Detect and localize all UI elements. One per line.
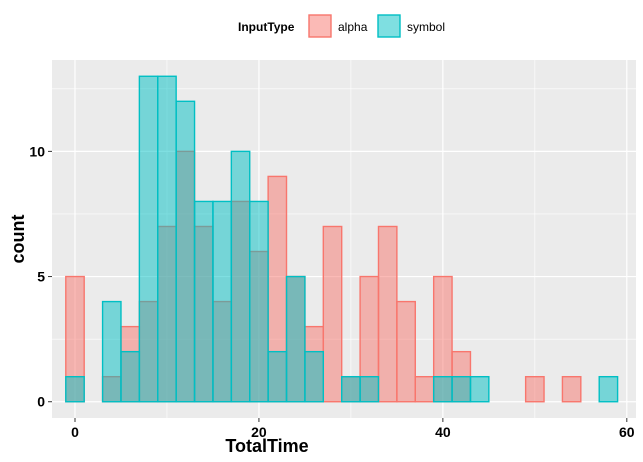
bar-alpha: [561, 375, 582, 403]
bar-symbol: [65, 375, 85, 403]
bar-symbol: [285, 275, 306, 403]
legend-key-alpha: [308, 14, 332, 38]
y-tick-label: 0: [37, 394, 45, 410]
bar-alpha: [377, 225, 398, 403]
histogram-bars: [65, 75, 619, 403]
x-tick-label: 60: [619, 424, 635, 440]
bar-symbol: [120, 350, 141, 403]
bar-symbol: [249, 200, 269, 403]
bar-symbol: [230, 150, 251, 403]
bar-symbol: [304, 350, 325, 403]
legend-label-alpha: alpha: [338, 20, 368, 34]
x-axis-title: TotalTime: [225, 436, 308, 456]
bar-symbol: [138, 75, 159, 403]
bar-alpha: [524, 375, 545, 403]
bar-symbol: [359, 375, 380, 403]
bar-symbol: [598, 375, 619, 403]
y-tick-label: 5: [37, 269, 45, 285]
bar-alpha: [396, 300, 416, 403]
x-tick-label: 40: [435, 424, 451, 440]
bar-alpha: [322, 225, 343, 403]
bar-symbol: [157, 75, 177, 403]
legend: InputType alpha symbol: [238, 14, 445, 38]
axis-ticks: 0 20 40 60 0 5 10: [29, 143, 634, 440]
x-tick-label: 0: [71, 424, 79, 440]
bar-symbol: [451, 375, 472, 403]
bar-symbol: [432, 375, 453, 403]
legend-title: InputType: [238, 20, 295, 34]
y-axis-title: count: [8, 215, 28, 264]
bar-alpha: [414, 375, 435, 403]
bar-symbol: [341, 375, 361, 403]
legend-key-symbol: [377, 14, 401, 38]
bar-symbol: [469, 375, 490, 403]
bar-symbol: [267, 350, 288, 403]
series-symbol: [65, 75, 619, 403]
bar-symbol: [101, 300, 122, 403]
y-tick-label: 10: [29, 143, 45, 159]
x-tick-label: 20: [251, 424, 267, 440]
bar-symbol: [175, 100, 196, 403]
bar-symbol: [212, 200, 233, 403]
bar-symbol: [193, 200, 214, 403]
legend-label-symbol: symbol: [407, 20, 445, 34]
